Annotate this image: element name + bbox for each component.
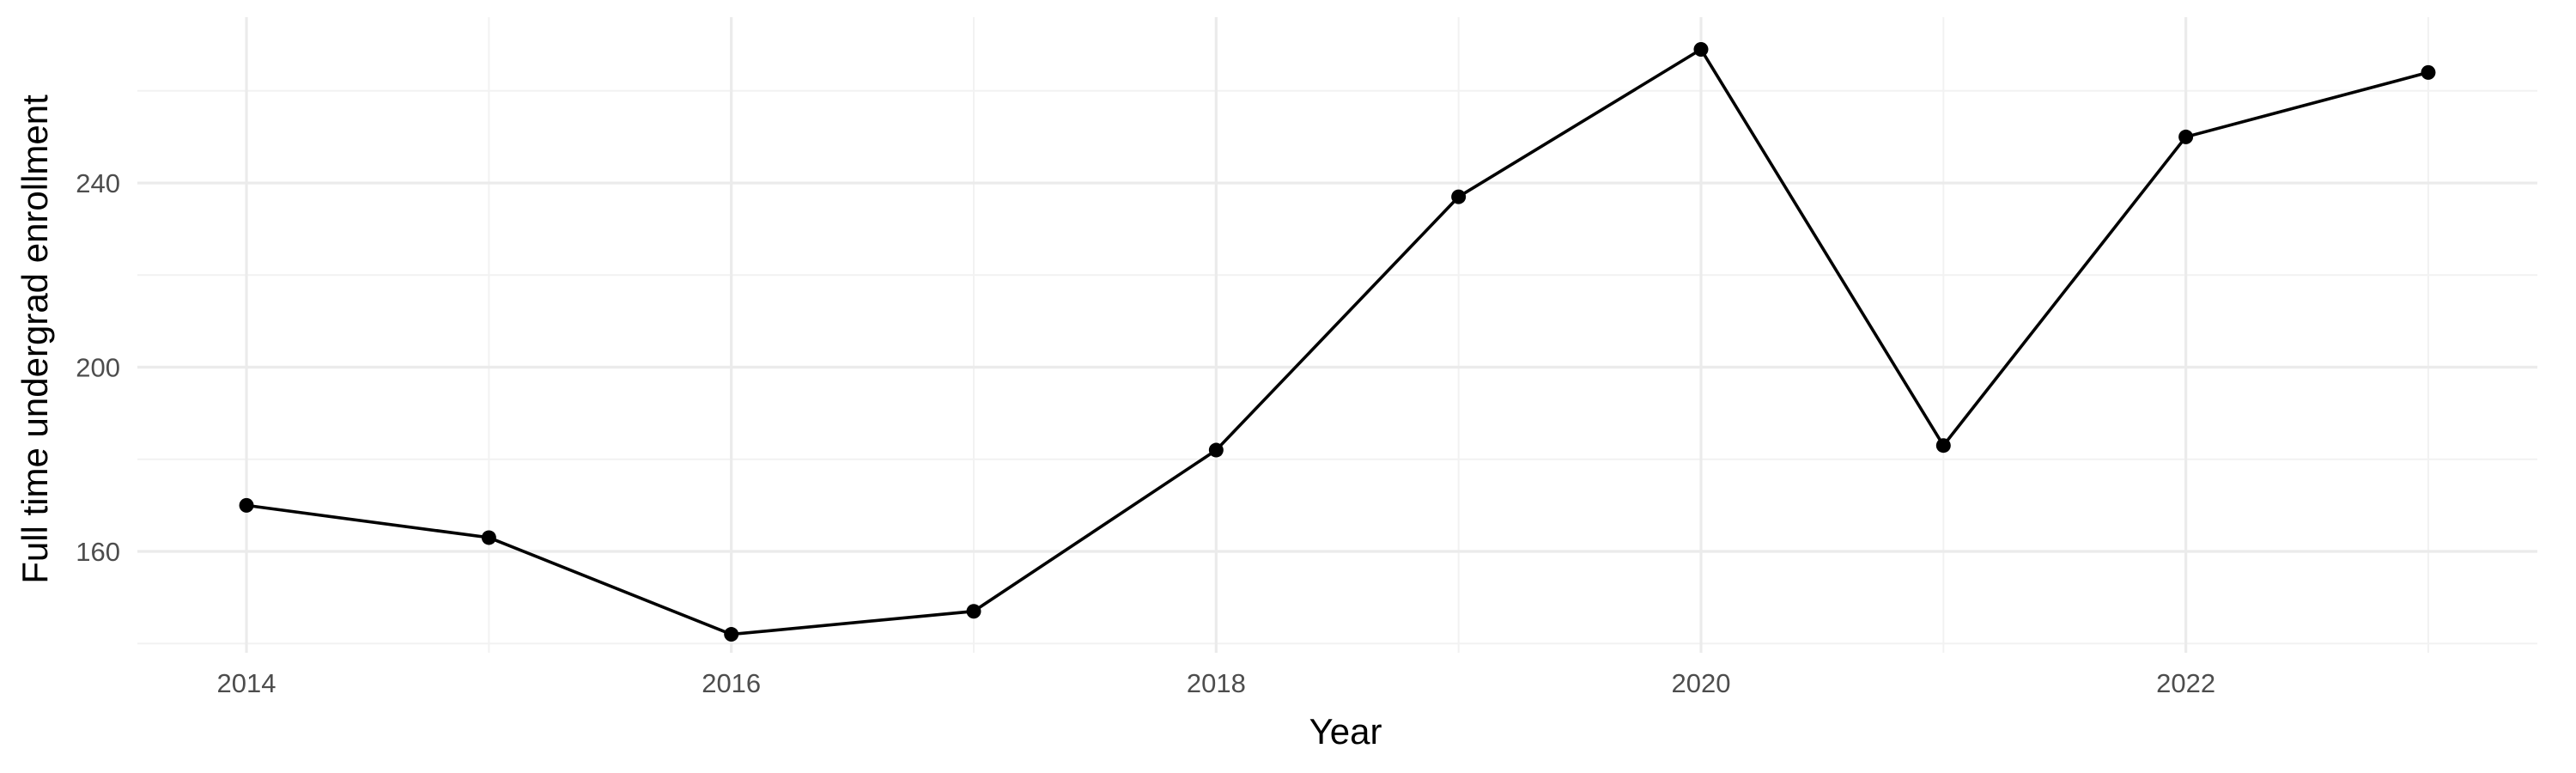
data-point bbox=[1451, 189, 1467, 204]
data-point bbox=[1935, 438, 1951, 453]
y-tick-label: 240 bbox=[76, 168, 120, 198]
x-tick-label: 2018 bbox=[1187, 668, 1246, 698]
data-point bbox=[1208, 442, 1224, 458]
data-point bbox=[239, 497, 254, 513]
data-point bbox=[2178, 129, 2194, 144]
data-point bbox=[724, 627, 739, 642]
data-point bbox=[481, 530, 496, 545]
series-layer bbox=[239, 42, 2436, 642]
y-axis-title: Full time undergrad enrollment bbox=[15, 94, 55, 584]
y-tick-label: 200 bbox=[76, 353, 120, 383]
x-tick-label: 2014 bbox=[217, 668, 276, 698]
y-tick-labels: 160 200 240 bbox=[76, 168, 120, 567]
x-tick-label: 2016 bbox=[702, 668, 761, 698]
grid-layer bbox=[137, 17, 2537, 653]
x-tick-label: 2020 bbox=[1672, 668, 1731, 698]
x-tick-labels: 2014 2016 2018 2020 2022 bbox=[217, 668, 2216, 698]
y-tick-label: 160 bbox=[76, 537, 120, 567]
series-line bbox=[246, 47, 2429, 636]
data-point bbox=[966, 604, 981, 619]
data-point bbox=[1693, 42, 1709, 58]
x-axis-title: Year bbox=[1309, 711, 1382, 752]
x-tick-label: 2022 bbox=[2156, 668, 2215, 698]
data-point bbox=[2421, 64, 2436, 80]
